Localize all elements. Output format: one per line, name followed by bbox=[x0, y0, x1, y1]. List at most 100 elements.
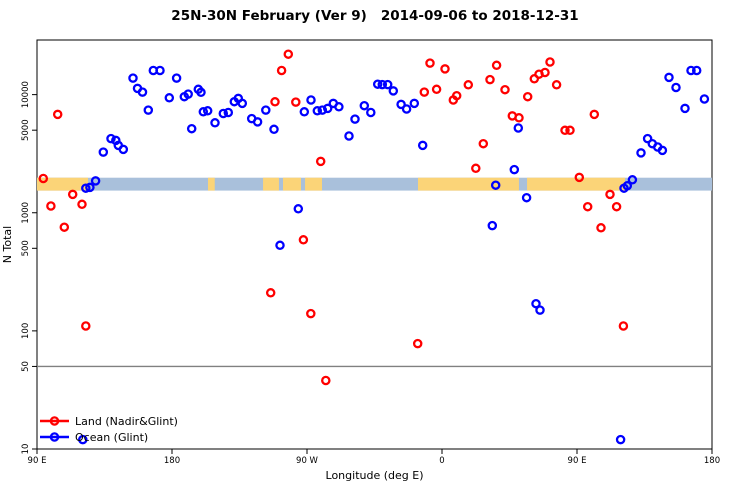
data-point-ocean bbox=[535, 305, 545, 315]
data-point-ocean bbox=[183, 89, 193, 99]
data-point-land bbox=[514, 113, 524, 123]
data-point-land bbox=[298, 235, 309, 245]
data-point-ocean bbox=[642, 133, 653, 144]
y-tick-label: 50 bbox=[21, 361, 31, 372]
data-point-land bbox=[321, 375, 331, 386]
map-band-land-segment bbox=[305, 177, 322, 191]
data-point-land bbox=[574, 172, 585, 183]
data-point-ocean bbox=[299, 107, 310, 117]
data-point-ocean bbox=[218, 108, 229, 119]
data-point-ocean bbox=[306, 95, 316, 105]
data-point-land bbox=[605, 189, 615, 200]
data-point-land bbox=[551, 80, 562, 90]
data-point-ocean bbox=[513, 123, 524, 133]
data-point-land bbox=[412, 338, 423, 349]
data-point-ocean bbox=[155, 65, 165, 76]
data-point-ocean bbox=[359, 100, 370, 111]
data-point-ocean bbox=[252, 117, 263, 127]
data-point-land bbox=[265, 288, 276, 298]
data-point-ocean bbox=[487, 220, 498, 231]
data-point-land bbox=[545, 57, 555, 67]
data-point-ocean bbox=[509, 164, 520, 175]
y-axis-title: N Total bbox=[1, 226, 14, 263]
data-point-land bbox=[425, 58, 435, 68]
data-point-land bbox=[77, 199, 87, 210]
data-point-ocean bbox=[223, 107, 234, 118]
data-point-ocean bbox=[699, 94, 710, 104]
data-point-ocean bbox=[269, 124, 279, 135]
data-point-ocean bbox=[691, 65, 702, 76]
data-point-ocean bbox=[106, 133, 116, 144]
data-point-ocean bbox=[81, 183, 91, 193]
data-point-land bbox=[46, 201, 56, 211]
data-point-land bbox=[451, 90, 462, 101]
data-point-ocean bbox=[78, 434, 88, 445]
data-point-ocean bbox=[275, 240, 285, 251]
map-band-land-segment bbox=[263, 177, 279, 191]
y-tick-label: 10 bbox=[21, 444, 31, 455]
data-point-land bbox=[500, 84, 510, 95]
data-point-ocean bbox=[657, 145, 668, 156]
data-point-land bbox=[67, 189, 78, 200]
legend-marker bbox=[49, 432, 60, 442]
x-tick-label: 90 E bbox=[28, 456, 47, 466]
x-tick-label: 180 bbox=[164, 456, 180, 466]
data-point-ocean bbox=[680, 103, 690, 114]
data-point-ocean bbox=[317, 105, 328, 115]
data-point-land bbox=[560, 125, 570, 136]
data-point-ocean bbox=[627, 175, 638, 185]
data-point-ocean bbox=[143, 105, 154, 115]
data-point-ocean bbox=[293, 204, 304, 214]
data-point-ocean bbox=[366, 107, 376, 118]
x-tick-label: 90 E bbox=[568, 456, 587, 466]
data-point-ocean bbox=[377, 79, 388, 90]
data-point-ocean bbox=[372, 79, 383, 89]
data-point-land bbox=[431, 84, 442, 95]
y-tick-label: 500 bbox=[21, 240, 31, 256]
data-point-land bbox=[540, 67, 550, 78]
data-point-ocean bbox=[85, 182, 95, 193]
plot-box bbox=[36, 39, 713, 450]
data-point-land bbox=[38, 173, 49, 184]
data-point-ocean bbox=[322, 103, 333, 114]
data-point-land bbox=[611, 201, 622, 212]
data-point-ocean bbox=[196, 87, 206, 98]
data-point-ocean bbox=[409, 98, 420, 109]
data-point-ocean bbox=[312, 106, 323, 116]
x-tick-label: 90 W bbox=[296, 456, 319, 466]
y-tick-label: 5000 bbox=[21, 119, 31, 141]
data-point-ocean bbox=[382, 79, 393, 90]
legend-label: Land (Nadir&Glint) bbox=[75, 415, 178, 428]
legend-label: Ocean (Glint) bbox=[75, 431, 148, 444]
data-point-ocean bbox=[171, 73, 182, 83]
y-tick-label: 1000 bbox=[21, 202, 31, 224]
data-point-ocean bbox=[490, 180, 501, 190]
data-point-ocean bbox=[98, 147, 109, 157]
data-point-land bbox=[485, 74, 495, 85]
data-point-ocean bbox=[619, 183, 629, 193]
map-band-land-segment bbox=[208, 177, 215, 191]
data-point-ocean bbox=[396, 99, 406, 110]
data-point-ocean bbox=[210, 118, 220, 128]
data-point-ocean bbox=[90, 176, 101, 186]
map-band-land-segment bbox=[418, 177, 519, 191]
legend-marker bbox=[49, 416, 60, 426]
data-point-ocean bbox=[164, 93, 175, 103]
data-point-ocean bbox=[261, 105, 271, 115]
data-point-land bbox=[52, 109, 63, 120]
data-point-land bbox=[283, 49, 294, 59]
data-point-land bbox=[440, 64, 450, 74]
data-point-land bbox=[589, 109, 600, 120]
data-point-ocean bbox=[615, 434, 626, 445]
data-point-land bbox=[270, 97, 280, 107]
data-point-land bbox=[306, 308, 316, 319]
data-point-land bbox=[522, 91, 533, 102]
y-tick-label: 10000 bbox=[21, 81, 31, 108]
data-point-ocean bbox=[401, 104, 412, 114]
data-point-ocean bbox=[202, 106, 213, 116]
map-band-land-segment bbox=[283, 177, 301, 191]
data-point-land bbox=[81, 321, 91, 331]
data-point-ocean bbox=[137, 87, 148, 97]
